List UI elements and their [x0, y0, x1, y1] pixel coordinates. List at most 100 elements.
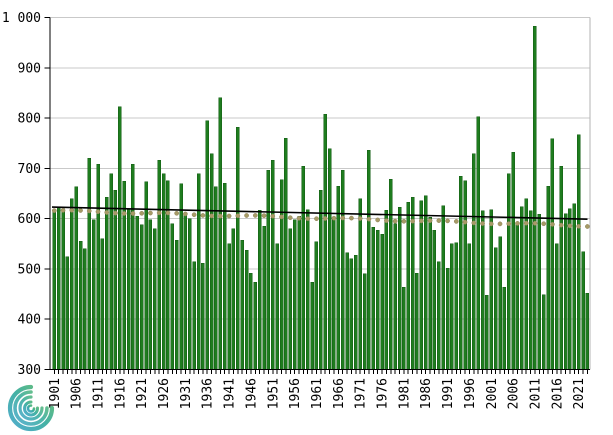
- bar-2000: [485, 294, 489, 370]
- bar-1945: [244, 250, 249, 370]
- bar-1934: [196, 173, 201, 370]
- x-tick-label-1921: 1921: [135, 378, 150, 409]
- x-tick-label-1916: 1916: [113, 378, 128, 409]
- x-tick-label-1986: 1986: [419, 378, 434, 409]
- bar-1965: [332, 216, 336, 370]
- bar-1993: [454, 242, 459, 370]
- x-tick-label-2016: 2016: [550, 378, 565, 409]
- bar-1915: [113, 190, 118, 370]
- bar-1967: [340, 170, 345, 370]
- bar-1963: [323, 113, 327, 370]
- bar-1987: [428, 216, 432, 370]
- y-tick-label: 1 000: [2, 11, 41, 26]
- bar-1969: [349, 258, 354, 370]
- bar-1960: [310, 281, 314, 370]
- bar-1923: [148, 219, 153, 370]
- bar-1955: [288, 228, 293, 370]
- bar-2003: [498, 236, 502, 370]
- bar-2012: [537, 213, 542, 370]
- bar-1972: [362, 273, 367, 370]
- bar-1996: [467, 243, 472, 370]
- bar-1961: [314, 241, 319, 370]
- bar-1926: [161, 173, 166, 370]
- bar-1964: [327, 148, 332, 370]
- bar-1929: [174, 240, 179, 370]
- bar-1949: [262, 225, 266, 370]
- tick-marks: [44, 17, 588, 374]
- bar-2023: [585, 292, 590, 370]
- bar-1953: [279, 179, 284, 370]
- bar-1943: [236, 126, 240, 370]
- spiral-arcs: [7, 384, 55, 432]
- bar-2008: [520, 206, 524, 370]
- bar-1924: [153, 228, 157, 370]
- bar-1978: [389, 179, 393, 370]
- bar-1902: [56, 206, 61, 370]
- bar-1906: [74, 186, 78, 370]
- bar-1919: [131, 164, 135, 370]
- bar-2007: [515, 223, 520, 370]
- bar-1931: [183, 214, 188, 370]
- bar-2016: [555, 243, 559, 370]
- bar-2018: [563, 213, 568, 370]
- smoothed-dotted-line: [51, 207, 590, 229]
- bar-1944: [240, 240, 244, 370]
- bar-1941: [227, 243, 231, 370]
- bars-group: [52, 25, 590, 370]
- y-tick-label: 700: [18, 162, 41, 177]
- bar-2013: [541, 294, 546, 370]
- x-tick-label-1961: 1961: [310, 378, 325, 409]
- x-tick-label-1941: 1941: [223, 378, 238, 409]
- bar-1962: [319, 190, 323, 370]
- bar-2005: [507, 173, 511, 370]
- bar-1974: [371, 226, 376, 370]
- bar-1913: [104, 196, 109, 370]
- bar-1918: [126, 208, 131, 370]
- x-tick-label-1991: 1991: [441, 378, 456, 409]
- bar-1968: [345, 252, 349, 370]
- bar-1981: [402, 286, 406, 370]
- x-tick-label-1996: 1996: [463, 378, 478, 409]
- bar-1951: [271, 160, 275, 370]
- bar-1909: [87, 158, 92, 370]
- x-axis-labels: 1901 1906 1911 1916 1921 1926 1931 1936 1941 1946…: [48, 378, 587, 409]
- bar-1905: [70, 198, 74, 370]
- bar-1917: [122, 181, 126, 370]
- bar-1959: [305, 209, 310, 370]
- y-tick-label: 800: [18, 112, 41, 127]
- bar-2006: [511, 152, 515, 370]
- y-tick-label: 400: [18, 313, 41, 328]
- bar-1908: [83, 248, 87, 370]
- bar-1937: [209, 153, 214, 370]
- bar-2011: [533, 25, 537, 370]
- bar-1903: [61, 208, 65, 370]
- bar-1946: [249, 273, 253, 370]
- bar-1976: [380, 233, 384, 370]
- bar-1939: [218, 97, 223, 370]
- x-tick-label-1951: 1951: [266, 378, 281, 409]
- bar-1988: [432, 229, 437, 370]
- bar-1932: [188, 218, 192, 370]
- x-tick-label-2011: 2011: [528, 378, 543, 409]
- bar-1991: [445, 268, 450, 370]
- bar-2014: [546, 186, 550, 370]
- bar-1914: [109, 173, 113, 370]
- bar-1994: [458, 176, 463, 370]
- bar-1912: [100, 238, 105, 370]
- bar-2019: [568, 208, 572, 370]
- bar-2002: [493, 247, 498, 370]
- bar-2020: [572, 203, 577, 370]
- x-tick-label-1981: 1981: [397, 378, 412, 409]
- bar-1995: [463, 180, 467, 370]
- bar-1973: [367, 150, 371, 370]
- bar-1970: [354, 255, 358, 370]
- bar-1998: [476, 116, 480, 370]
- bar-1989: [437, 261, 441, 370]
- y-tick-label: 500: [18, 262, 41, 277]
- bar-1933: [192, 261, 196, 370]
- bar-1992: [450, 243, 454, 370]
- bar-1948: [257, 209, 262, 370]
- bar-1977: [384, 209, 389, 370]
